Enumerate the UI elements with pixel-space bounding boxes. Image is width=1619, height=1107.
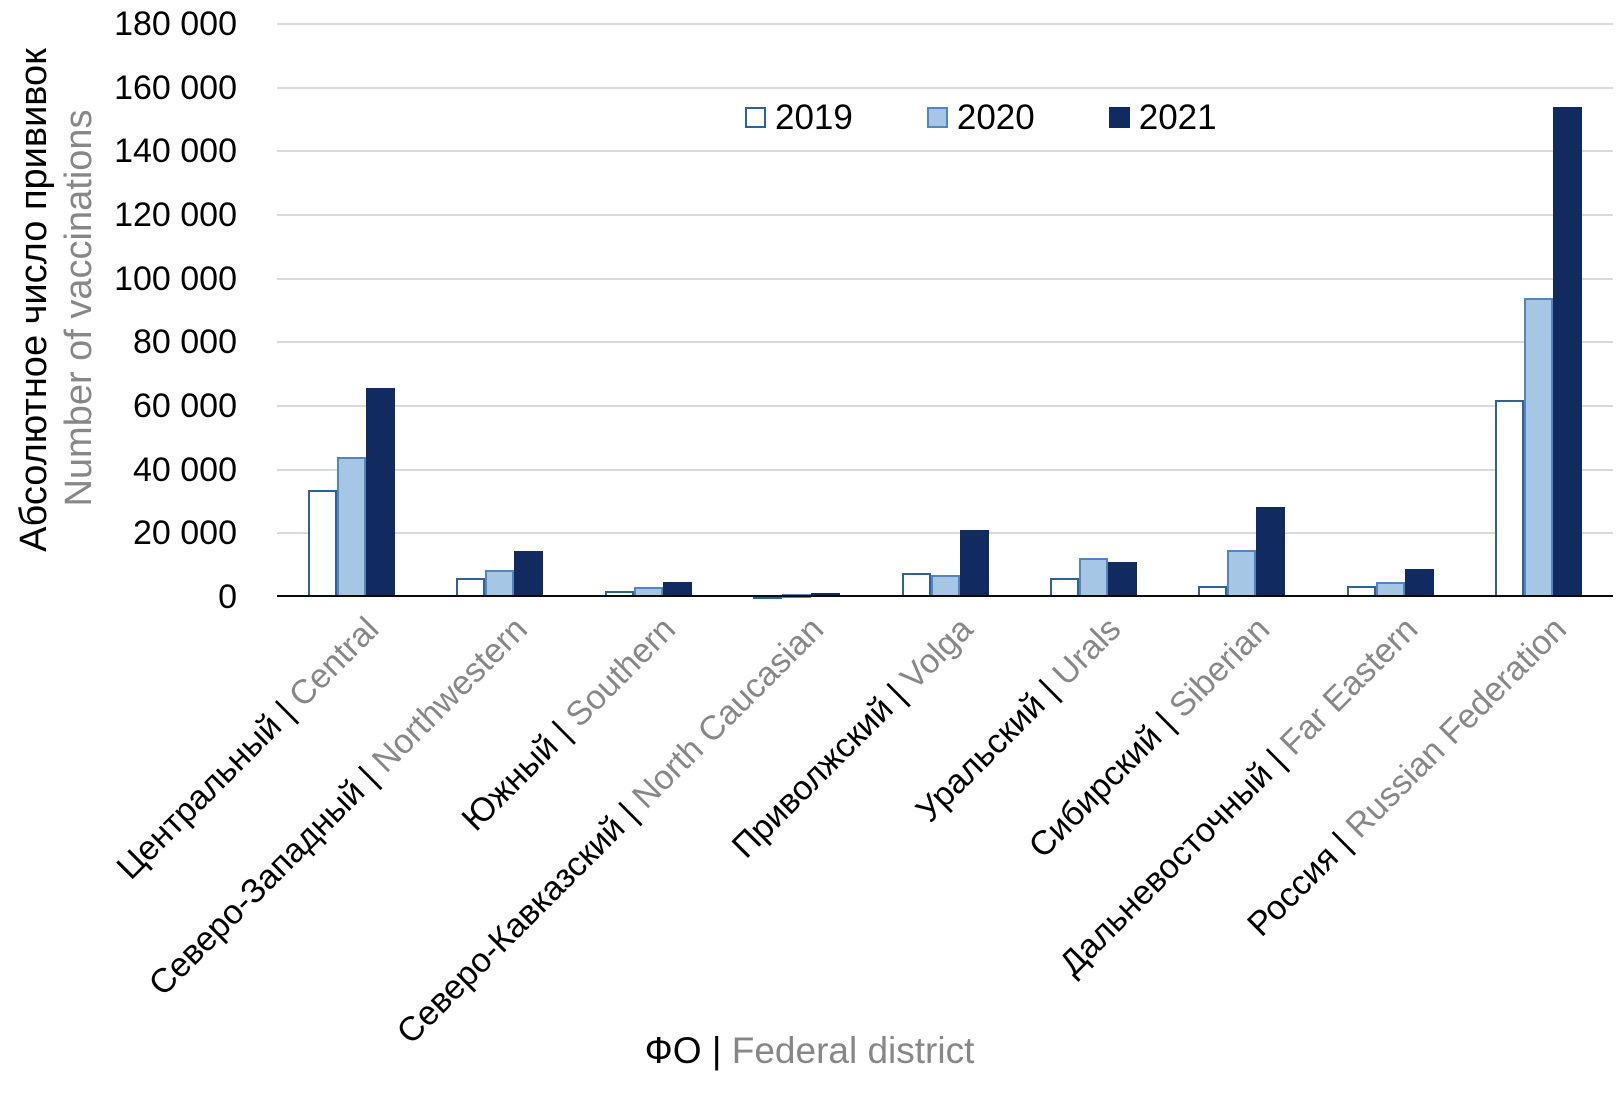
legend-label-2021: 2021: [1138, 98, 1217, 137]
x-axis-title-russian: ФО: [644, 1030, 702, 1071]
x-label-russian: Северо-Кавказский: [390, 808, 633, 1052]
bar-2020-northwestern: [485, 570, 515, 597]
legend-label-2020: 2020: [956, 98, 1035, 137]
x-label-russian: Южный: [454, 727, 566, 839]
y-tick-label-100000: 100 000: [114, 259, 237, 298]
bar-2021-volga: [959, 530, 989, 597]
gridline-80000: [277, 341, 1613, 344]
bar-2021-far-eastern: [1404, 569, 1434, 597]
x-label-volga: Приволжский | Volga: [724, 610, 980, 866]
gridline-180000: [277, 23, 1613, 25]
x-label-english: Volga: [892, 610, 980, 698]
y-tick-label-160000: 160 000: [114, 68, 237, 107]
y-tick-label-20000: 20 000: [133, 514, 237, 553]
y-tick-label-40000: 40 000: [133, 450, 237, 489]
gridline-160000: [277, 86, 1613, 89]
y-tick-label-120000: 120 000: [114, 196, 237, 234]
x-label-russian: Сибирский: [1021, 717, 1169, 866]
gridline-140000: [277, 150, 1613, 153]
y-tick-label-60000: 60 000: [133, 387, 237, 425]
bar-2020-urals: [1078, 558, 1108, 597]
x-axis-title: ФО | Federal district: [0, 1030, 1619, 1072]
bar-2021-central: [365, 388, 395, 597]
legend-swatch-2021: [1108, 107, 1130, 128]
x-label-english: Siberian: [1161, 610, 1277, 726]
x-label-russian: Россия: [1239, 838, 1346, 944]
x-label-english: Southern: [558, 610, 683, 735]
y-tick-label-180000: 180 000: [114, 5, 237, 43]
bar-2021-russian-federation: [1553, 107, 1583, 597]
legend-swatch-2019: [745, 107, 766, 128]
bar-2021-urals: [1107, 562, 1137, 597]
gridline-100000: [277, 277, 1613, 280]
y-axis-title-russian: Абсолютное число прививок: [13, 48, 55, 552]
bar-2021-siberian: [1256, 507, 1286, 597]
y-tick-label-140000: 140 000: [114, 132, 237, 171]
x-axis-title-separator: |: [711, 1030, 732, 1071]
bar-2020-russian-federation: [1524, 298, 1554, 597]
legend-item-2019: 2019: [745, 100, 853, 135]
legend-item-2020: 2020: [926, 98, 1035, 137]
x-label-central: Центральный | Central: [109, 610, 386, 887]
x-axis-title-english: Federal district: [731, 1030, 975, 1071]
bar-2021-northwestern: [514, 551, 544, 597]
bar-2020-siberian: [1227, 550, 1257, 597]
y-axis-title-english: Number of vaccinations: [58, 109, 100, 507]
x-label-english: Northwestern: [364, 610, 535, 780]
x-label-english: Far Eastern: [1272, 610, 1426, 763]
y-tick-label-0: 0: [218, 578, 237, 616]
legend-item-2021: 2021: [1108, 98, 1217, 137]
x-axis-line: [277, 595, 1613, 597]
gridline-40000: [277, 468, 1613, 471]
bar-2019-volga: [901, 573, 931, 597]
legend-label-2019: 2019: [775, 98, 853, 137]
x-label-russian-federation: Россия | Russian Federation: [1240, 610, 1574, 944]
x-label-russian: Уральский: [908, 685, 1053, 830]
x-label-siberian: Сибирский | Siberian: [1021, 610, 1276, 865]
legend-swatch-2020: [926, 107, 948, 128]
legend: 2019 2020 2021: [745, 100, 1217, 135]
gridline-120000: [277, 214, 1613, 216]
y-tick-label-80000: 80 000: [133, 323, 237, 362]
gridline-60000: [277, 405, 1613, 407]
x-label-english: Central: [281, 610, 387, 715]
gridline-20000: [277, 532, 1613, 535]
plot-area: [277, 23, 1613, 599]
bar-2019-central: [307, 490, 337, 597]
bar-2020-central: [336, 457, 366, 597]
bar-2020-volga: [930, 575, 960, 597]
bar-2019-russian-federation: [1495, 400, 1525, 597]
